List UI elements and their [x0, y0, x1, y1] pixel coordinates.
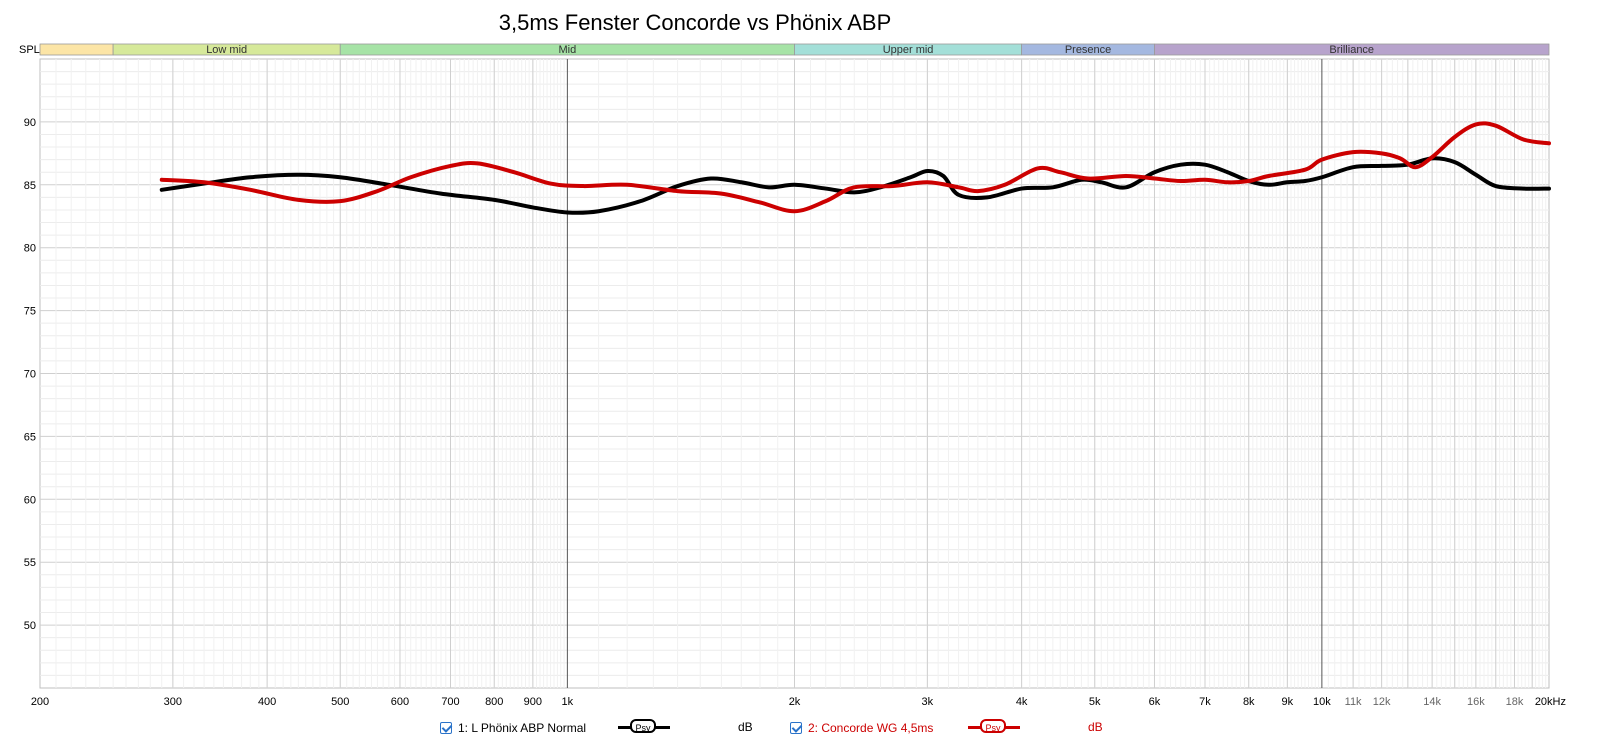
y-axis-label: SPL	[19, 44, 40, 56]
x-tick-label: 18k	[1506, 696, 1524, 708]
band-label: Presence	[1065, 44, 1111, 56]
band-label: Brilliance	[1329, 44, 1374, 56]
x-tick-label: 500	[331, 696, 349, 708]
y-tick-label: 55	[24, 557, 36, 569]
x-tick-label: 800	[485, 696, 503, 708]
x-tick-label: 400	[258, 696, 276, 708]
legend-item-2[interactable]: 2: Concorde WG 4,5ms	[790, 718, 933, 738]
y-tick-label: 65	[24, 431, 36, 443]
legend-item-1[interactable]: 1: L Phönix ABP Normal	[440, 718, 586, 738]
band-label: Upper mid	[883, 44, 934, 56]
psy-badge-2: Psy	[980, 719, 1006, 733]
checkbox-icon[interactable]	[790, 722, 802, 734]
chart-title: 3,5ms Fenster Concorde vs Phönix ABP	[499, 10, 892, 35]
x-tick-label: 3k	[922, 696, 934, 708]
legend: 1: L Phönix ABP Normal Psy dB 2: Concord…	[0, 716, 1600, 740]
x-tick-label: 8k	[1243, 696, 1255, 708]
frequency-bands: Low mid Mid Upper mid Presence Brilliance	[39, 43, 1550, 56]
x-tick-label: 7k	[1199, 696, 1211, 708]
series-lines	[159, 121, 1551, 215]
x-tick-label: 900	[524, 696, 542, 708]
x-tick-label: 1k	[562, 696, 574, 708]
x-tick-label: 200	[31, 696, 49, 708]
psy-badge-1: Psy	[630, 719, 656, 733]
series-line-2	[159, 121, 1551, 214]
x-tick-label: 600	[391, 696, 409, 708]
x-tick-labels: 200 300 400 500 600 700 800 900 1k 2k 3k 4k 5k 6k 7k 8k…	[31, 696, 1566, 708]
grid	[40, 59, 1549, 688]
x-tick-label: 6k	[1149, 696, 1161, 708]
y-tick-label: 85	[24, 180, 36, 192]
legend-label-2: 2: Concorde WG 4,5ms	[808, 721, 934, 735]
y-tick-labels: 50 55 60 65 70 75 80 85 90	[24, 117, 36, 632]
x-tick-label: 12k	[1373, 696, 1391, 708]
band-5	[1154, 43, 1550, 56]
x-tick-label: 9k	[1282, 696, 1294, 708]
series-2-swatch[interactable]: Psy	[968, 719, 1020, 735]
x-tick-label: 300	[164, 696, 182, 708]
y-tick-label: 90	[24, 117, 36, 129]
x-tick-label: 10k	[1313, 696, 1331, 708]
frequency-response-chart: 3,5ms Fenster Concorde vs Phönix ABP SPL…	[19, 10, 1566, 708]
x-tick-label: 11k	[1345, 696, 1362, 708]
x-tick-label: 2k	[789, 696, 801, 708]
band-label: Low mid	[206, 44, 247, 56]
x-tick-label: 16k	[1467, 696, 1485, 708]
x-tick-label: 20kHz	[1535, 696, 1566, 708]
y-tick-label: 80	[24, 243, 36, 255]
legend-label-1: 1: L Phönix ABP Normal	[458, 721, 587, 735]
y-tick-label: 70	[24, 369, 36, 381]
band-0	[39, 43, 114, 56]
series-line-1	[159, 156, 1551, 215]
x-tick-label: 700	[441, 696, 459, 708]
legend-unit-1: dB	[738, 720, 753, 734]
y-tick-label: 60	[24, 494, 36, 506]
x-tick-label: 14k	[1423, 696, 1441, 708]
x-tick-label: 4k	[1016, 696, 1028, 708]
series-1-swatch[interactable]: Psy	[618, 719, 670, 735]
legend-unit-2: dB	[1088, 720, 1103, 734]
checkbox-icon[interactable]	[440, 722, 452, 734]
y-tick-label: 75	[24, 306, 36, 318]
x-tick-label: 5k	[1089, 696, 1101, 708]
y-tick-label: 50	[24, 620, 36, 632]
band-label: Mid	[559, 44, 577, 56]
